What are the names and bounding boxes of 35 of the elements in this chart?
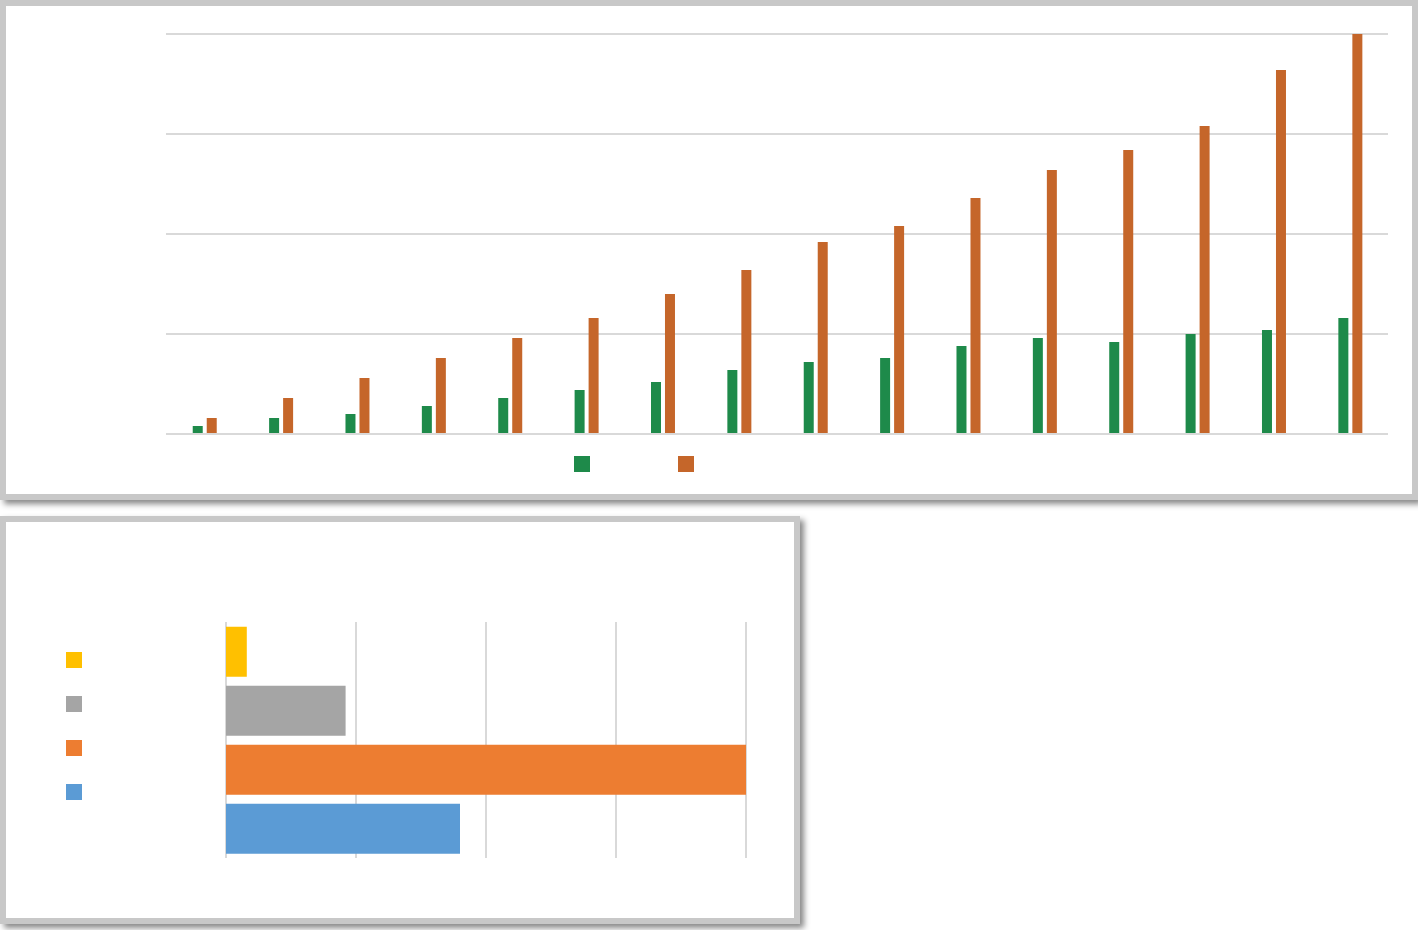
bar: [956, 346, 967, 434]
bar: [1185, 334, 1196, 434]
bar: [817, 242, 828, 434]
bar: [1046, 170, 1057, 434]
bar: [1199, 126, 1210, 434]
bar: [880, 358, 891, 434]
bar: [226, 685, 346, 736]
bar: [1275, 70, 1286, 434]
bar: [1261, 330, 1272, 434]
bar: [498, 398, 509, 434]
bar: [650, 382, 661, 434]
bar: [574, 390, 585, 434]
bar: [512, 338, 523, 434]
bar: [226, 626, 247, 677]
bar: [359, 378, 370, 434]
bar: [1109, 342, 1120, 434]
bar: [345, 414, 356, 434]
bar: [206, 418, 217, 434]
bar: [741, 270, 752, 434]
bar: [588, 318, 599, 434]
bar: [435, 358, 446, 434]
bar: [1352, 34, 1363, 434]
bar: [283, 398, 294, 434]
bar: [727, 370, 738, 434]
bar: [894, 226, 905, 434]
bar: [421, 406, 432, 434]
bar: [970, 198, 981, 434]
bar: [1123, 150, 1134, 434]
bar: [664, 294, 675, 434]
bar: [226, 744, 746, 795]
bar: [269, 418, 280, 434]
bar: [226, 803, 460, 854]
bar: [1338, 318, 1349, 434]
bar: [1032, 338, 1043, 434]
bar: [803, 362, 814, 434]
